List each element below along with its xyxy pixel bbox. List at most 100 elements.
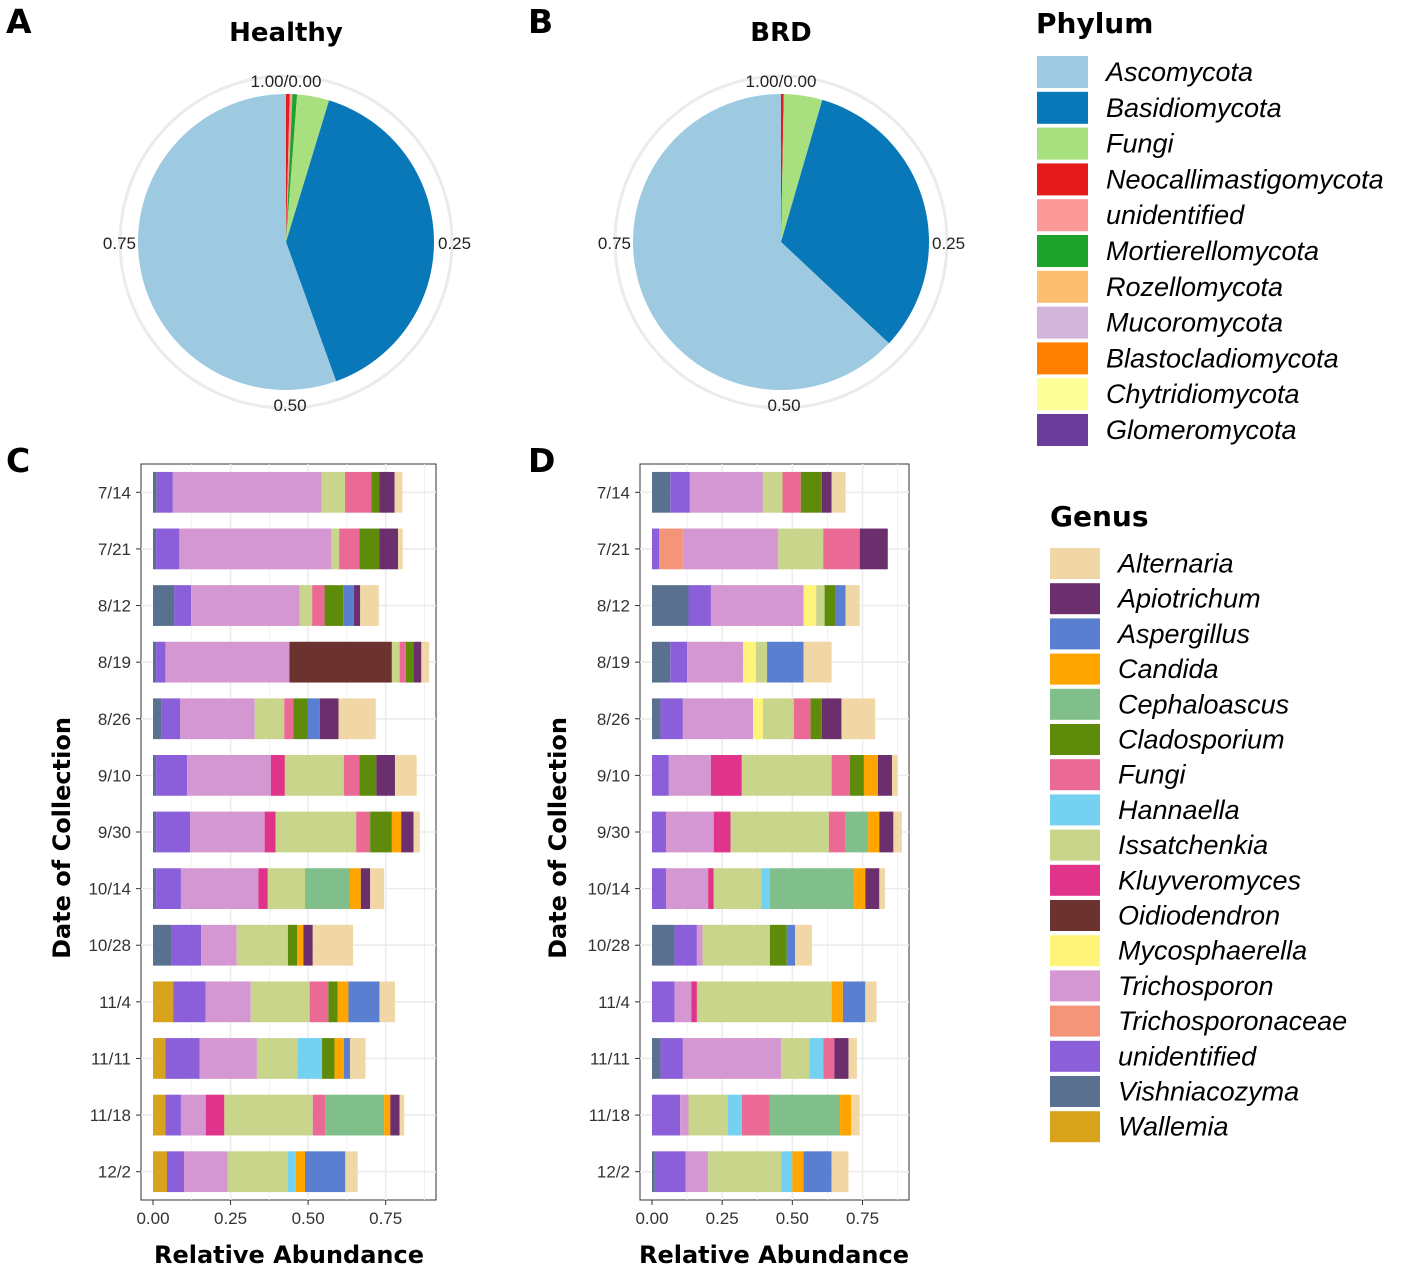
x-tick-label: 0.25 bbox=[706, 1209, 739, 1228]
bar-segment-unidentified bbox=[156, 868, 181, 909]
bar-segment-cladosporium bbox=[810, 698, 822, 740]
bar-segment-issatchenkia bbox=[762, 698, 794, 740]
legend-key-oidiodendron bbox=[1050, 900, 1100, 931]
bar-segment-trichosporon bbox=[172, 471, 322, 513]
legend-key-unidentified bbox=[1037, 199, 1088, 232]
bar-segment-alternaria bbox=[421, 641, 430, 683]
bar-segment-vishniacozyma bbox=[153, 585, 175, 626]
bar-segment-unidentified bbox=[156, 755, 188, 796]
bar-segment-trichosporon bbox=[666, 868, 709, 909]
bar-segment-oidiodendron bbox=[289, 641, 392, 683]
legend-label: Kluyveromyces bbox=[1118, 865, 1301, 895]
bar-segment-unidentified bbox=[161, 698, 181, 740]
legend-label: Vishniacozyma bbox=[1118, 1077, 1299, 1107]
pie-tick-right: 0.25 bbox=[932, 234, 965, 253]
y-tick-label: 7/21 bbox=[98, 540, 131, 559]
bar-segment-unidentified bbox=[652, 528, 660, 570]
pie-slice-basidiomycota bbox=[781, 99, 929, 344]
bar-segment-trichosporon bbox=[191, 585, 300, 626]
legend-key-neocallimastigomycota bbox=[1037, 163, 1088, 196]
bar-segment-trichosporon bbox=[165, 641, 290, 683]
bar-segment-trichosporon bbox=[180, 698, 255, 740]
legend-phylum-title: Phylum bbox=[1036, 7, 1153, 40]
y-axis-title: Date of Collection bbox=[544, 717, 572, 959]
pie-slice-fungi bbox=[781, 94, 823, 242]
legend-label: Trichosporonaceae bbox=[1118, 1006, 1347, 1036]
y-tick-label: 10/28 bbox=[587, 936, 630, 955]
bar-segment-alternaria bbox=[413, 811, 420, 853]
bar-segment-unidentified bbox=[173, 981, 206, 1023]
bar-chart-brd: 7/14 7/21 8/12 8/19 8/26 9/10 9/30 10/14 10/28 11… bbox=[544, 463, 910, 1269]
legend-label: Aspergillus bbox=[1116, 619, 1250, 649]
y-tick-label: 8/12 bbox=[597, 597, 630, 616]
bar-segment-vishniacozyma bbox=[153, 755, 157, 796]
bar-segment-apiotrichum bbox=[390, 1094, 400, 1136]
legend-label: Basidiomycota bbox=[1106, 93, 1282, 123]
bar-segment-trichosporon bbox=[682, 1038, 782, 1079]
legend-label: Wallemia bbox=[1118, 1112, 1229, 1142]
bar-segment-alternaria bbox=[379, 981, 395, 1023]
bar-segment-candida bbox=[391, 811, 402, 853]
bar-segment-issatchenkia bbox=[250, 981, 310, 1023]
y-tick-label: 11/11 bbox=[590, 1049, 630, 1068]
bar-segment-alternaria bbox=[893, 811, 902, 853]
bar-segment-aspergillus bbox=[842, 981, 866, 1023]
y-tick-label: 10/14 bbox=[88, 880, 131, 899]
bar-segment-alternaria bbox=[345, 1151, 358, 1193]
bar-segment-kluyveromyces bbox=[205, 1094, 225, 1136]
pie-chart-healthy: Healthy 1.00/0.00 0.25 0.50 0.75 bbox=[103, 18, 471, 415]
legend-key-aspergillus bbox=[1050, 618, 1100, 650]
bar-segment-alternaria bbox=[891, 755, 898, 796]
panel-label-d: D bbox=[528, 441, 555, 480]
bar-segment-candida bbox=[854, 868, 866, 909]
bar-segment-hannaella bbox=[727, 1094, 742, 1136]
legend-label: Blastocladiomycota bbox=[1106, 343, 1339, 373]
pie-slices-healthy bbox=[137, 94, 434, 390]
bar-segment-cladosporium bbox=[849, 755, 864, 796]
bar-segment-alternaria bbox=[338, 698, 376, 740]
bar-segment-aspergillus bbox=[348, 981, 380, 1023]
pie-tick-top: 1.00/0.00 bbox=[251, 72, 322, 91]
bar-segment-vishniacozyma bbox=[153, 528, 157, 570]
bar-segment-vishniacozyma bbox=[652, 698, 661, 740]
bar-segment-cephaloascus bbox=[769, 1094, 841, 1136]
bar-segment-alternaria bbox=[879, 868, 885, 909]
bar-segment-alternaria bbox=[848, 1038, 857, 1079]
bar-segment-vishniacozyma bbox=[652, 585, 689, 626]
bar-segment-vishniacozyma bbox=[652, 1151, 655, 1193]
bar-segment-unidentified bbox=[652, 811, 667, 853]
bar-segment-issatchenkia bbox=[713, 868, 762, 909]
bar-segment-unidentified bbox=[688, 585, 711, 626]
bar-segment-apiotrichum bbox=[376, 755, 395, 796]
bar-segment-wallemia bbox=[153, 981, 174, 1023]
x-tick-label: 0.75 bbox=[369, 1209, 402, 1228]
bar-segment-fungi bbox=[741, 1094, 770, 1136]
legend-label: Mycosphaerella bbox=[1118, 936, 1307, 966]
legend-key-apiotrichum bbox=[1050, 583, 1100, 615]
bar-segment-apiotrichum bbox=[834, 1038, 849, 1079]
bar-segment-apiotrichum bbox=[379, 528, 399, 570]
bar-segment-vishniacozyma bbox=[652, 1038, 661, 1079]
bar-segment-candida bbox=[334, 1038, 344, 1079]
legend-label: Mortierellomycota bbox=[1106, 236, 1319, 266]
bar-segment-cladosporium bbox=[405, 641, 414, 683]
bar-segment-hannaella bbox=[809, 1038, 824, 1079]
legend-label: Alternaria bbox=[1116, 549, 1234, 579]
bar-segment-aspergillus bbox=[307, 698, 320, 740]
bar-segment-hannaella bbox=[781, 1151, 793, 1193]
pie-slice-neocallimastigomycota bbox=[781, 94, 784, 242]
legend-label: Cephaloascus bbox=[1118, 689, 1289, 719]
legend-label: Fungi bbox=[1118, 760, 1187, 790]
bar-segment-issatchenkia bbox=[391, 641, 400, 683]
bar-segment-trichosporon bbox=[682, 528, 779, 570]
legend-label: Candida bbox=[1118, 654, 1219, 684]
legend-label: Cladosporium bbox=[1118, 725, 1285, 755]
bar-segment-alternaria bbox=[370, 868, 385, 909]
bar-segment-issatchenkia bbox=[781, 1038, 810, 1079]
bar-segment-kluyveromyces bbox=[710, 755, 742, 796]
bar-segment-candida bbox=[384, 1094, 391, 1136]
bar-segment-issatchenkia bbox=[275, 811, 357, 853]
bar-segment-cladosporium bbox=[322, 1038, 335, 1079]
y-tick-label: 10/28 bbox=[88, 936, 131, 955]
